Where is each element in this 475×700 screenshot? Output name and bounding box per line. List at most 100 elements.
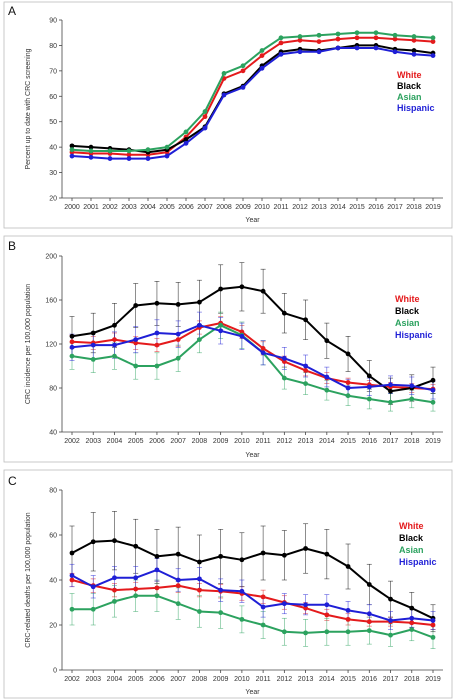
x-tick-label: 2002 — [64, 676, 80, 683]
data-point-white — [324, 612, 330, 618]
data-point-black — [69, 550, 75, 556]
data-point-black — [154, 300, 160, 306]
data-point-hispanic — [239, 588, 245, 594]
data-point-asian — [197, 337, 202, 342]
panel-b-frame — [3, 235, 453, 463]
data-point-white — [69, 577, 75, 583]
data-point-asian — [392, 32, 398, 38]
data-point-asian — [297, 34, 303, 39]
data-point-hispanic — [202, 125, 208, 131]
data-point-white — [175, 337, 181, 342]
x-tick-label: 2011 — [256, 438, 271, 445]
data-point-hispanic — [366, 611, 372, 617]
data-point-asian — [316, 32, 322, 38]
data-point-asian — [145, 147, 151, 153]
data-point-black — [175, 551, 181, 557]
data-point-white — [202, 114, 208, 120]
y-tick-label: 20 — [49, 623, 57, 630]
data-point-hispanic — [335, 45, 341, 51]
x-tick-label: 2017 — [383, 676, 399, 683]
data-point-white — [278, 40, 284, 46]
data-point-asian — [218, 610, 224, 616]
x-tick-label: 2013 — [298, 676, 314, 683]
x-tick-label: 2009 — [213, 676, 229, 683]
data-point-hispanic — [197, 322, 202, 328]
series-hispanic — [69, 322, 436, 393]
data-point-asian — [69, 353, 75, 359]
data-point-white — [126, 152, 132, 158]
x-tick-label: 2016 — [368, 204, 384, 211]
panel-c-chart: 0 20 40 60 80 2002 2003 2004 2005 2006 2007 2008 200… — [25, 488, 443, 696]
data-point-hispanic — [133, 337, 139, 342]
legend-entry-hispanic: Hispanic — [399, 557, 437, 567]
data-point-asian — [221, 71, 227, 76]
x-tick-label: 2019 — [425, 676, 441, 683]
data-point-black — [366, 373, 372, 379]
data-point-asian — [88, 148, 94, 154]
data-point-asian — [303, 630, 308, 636]
x-tick-label: 2019 — [425, 204, 441, 211]
x-tick-label: 2012 — [292, 204, 308, 211]
data-point-white — [411, 37, 417, 43]
data-point-asian — [345, 393, 351, 399]
data-point-hispanic — [366, 384, 372, 390]
data-point-asian — [183, 129, 189, 135]
data-point-asian — [107, 148, 113, 154]
y-axis-label: CRC incidence per 100,000 population — [25, 284, 32, 404]
data-point-hispanic — [126, 156, 132, 161]
series-line-hispanic — [71, 324, 434, 392]
data-point-hispanic — [90, 584, 96, 590]
x-axis-label: Year — [245, 689, 260, 696]
data-point-white — [345, 380, 351, 385]
x-tick-label: 2010 — [234, 676, 250, 683]
data-point-white — [259, 53, 265, 58]
x-axis-label: Year — [245, 217, 260, 224]
data-point-black — [281, 310, 287, 316]
data-point-hispanic — [90, 342, 96, 348]
data-point-black — [218, 286, 224, 292]
data-point-white — [366, 619, 372, 625]
y-tick-label: 40 — [49, 145, 57, 152]
x-tick-label: 2019 — [425, 438, 441, 445]
data-point-hispanic — [218, 328, 224, 334]
data-point-asian — [202, 109, 208, 114]
data-point-hispanic — [297, 49, 303, 55]
data-point-hispanic — [260, 350, 266, 356]
series-asian — [69, 593, 436, 640]
x-tick-label: 2012 — [277, 676, 293, 683]
data-point-white — [430, 622, 436, 628]
x-tick-label: 2016 — [362, 438, 378, 445]
data-point-black — [430, 377, 436, 383]
data-point-asian — [197, 609, 202, 614]
x-tick-label: 2018 — [404, 676, 420, 683]
data-point-asian — [164, 144, 170, 150]
data-point-hispanic — [239, 333, 245, 339]
data-point-asian — [90, 606, 96, 612]
x-tick-label: 2004 — [107, 438, 123, 445]
series-line-black — [71, 539, 434, 620]
data-point-hispanic — [281, 601, 287, 607]
legend-entry-white: White — [395, 294, 420, 304]
series-line-hispanic — [71, 568, 434, 622]
data-point-black — [303, 317, 308, 323]
data-point-white — [281, 359, 287, 364]
x-tick-label: 2008 — [192, 438, 208, 445]
y-tick-label: 20 — [49, 196, 57, 203]
data-point-white — [316, 39, 322, 45]
legend-entry-white: White — [399, 521, 424, 531]
data-point-white — [392, 36, 398, 42]
y-tick-label: 40 — [49, 578, 57, 585]
data-point-hispanic — [175, 577, 181, 583]
panel-b-chart: 40 80 120 160 200 2002 2003 2004 2005 2006 2007 200… — [25, 254, 443, 459]
panel-b-letter: B — [8, 239, 16, 253]
x-tick-label: 2013 — [311, 204, 327, 211]
x-tick-label: 2006 — [178, 204, 194, 211]
y-tick-label: 120 — [45, 342, 57, 349]
data-point-hispanic — [112, 342, 117, 348]
series-line-asian — [72, 594, 434, 639]
data-point-black — [345, 564, 351, 569]
data-point-black — [324, 338, 330, 344]
